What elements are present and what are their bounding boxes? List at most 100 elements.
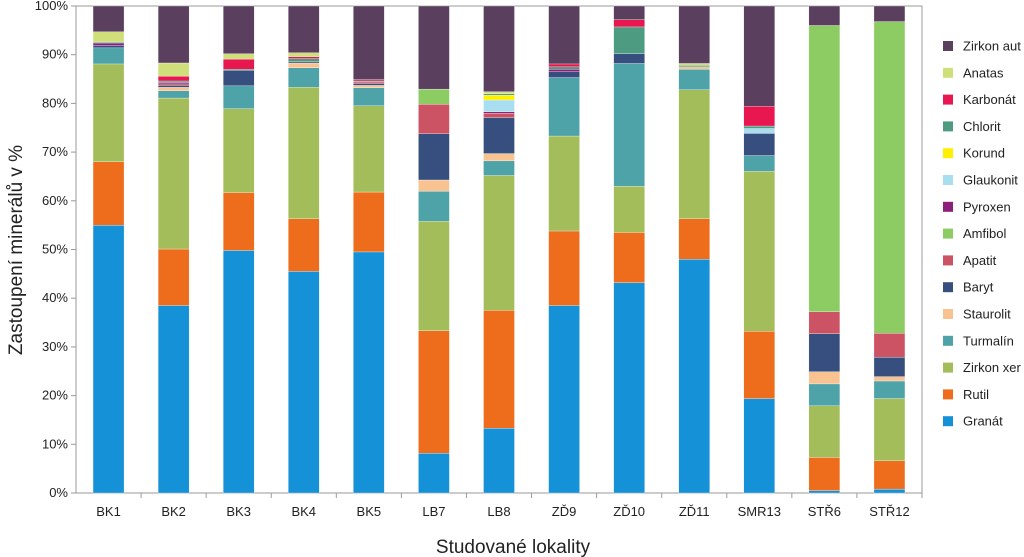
bar-segment [353, 81, 385, 84]
bar-segment [353, 83, 385, 86]
legend-swatch [943, 201, 953, 212]
bar-segment [613, 53, 645, 64]
legend-swatch [943, 335, 953, 346]
bar-segment [873, 398, 906, 462]
bar-segment [613, 5, 645, 20]
bar-segment [483, 153, 515, 162]
legend-label: Amfibol [963, 226, 1006, 241]
legend-label: Zirkon xer [963, 360, 1021, 375]
bar-segment [678, 259, 710, 494]
bar-segment [418, 179, 450, 192]
bar-segment [808, 5, 841, 26]
bar-segment [92, 42, 125, 46]
legend-swatch [943, 389, 953, 400]
x-tick-label: LB7 [422, 504, 445, 519]
bar-segment [223, 5, 255, 54]
bar-segment [353, 191, 385, 253]
bar-segment [92, 161, 125, 226]
bar-segment [157, 87, 190, 91]
x-tick-label: STŘ12 [869, 504, 909, 519]
bar-segment [483, 5, 515, 92]
bar-segment [157, 82, 190, 85]
legend-label: Zirkon aut [963, 39, 1021, 54]
bar-segment [288, 61, 320, 64]
bar-segment [743, 155, 775, 172]
y-tick-label: 90% [42, 47, 68, 62]
x-tick-label: ZĎ9 [552, 504, 577, 519]
y-tick-label: 70% [42, 144, 68, 159]
bar-segment [418, 191, 450, 222]
legend-label: Korund [963, 146, 1005, 161]
bar-segment [743, 398, 775, 494]
bar-segment [223, 85, 255, 109]
bar-segment [223, 58, 255, 70]
bar-segment [157, 305, 190, 494]
legend-label: Rutil [963, 387, 989, 402]
bar-segment [92, 63, 125, 162]
bar-segment [483, 93, 515, 96]
bar-segment [157, 83, 190, 86]
bar-segment [678, 65, 710, 68]
legend-swatch [943, 309, 953, 319]
bar-segment [353, 79, 385, 82]
x-tick-label: BK5 [357, 504, 382, 519]
legend-swatch [943, 67, 953, 78]
bar-segment [483, 117, 515, 154]
bar-segment [548, 77, 580, 137]
bar-segment [157, 90, 190, 99]
bar-segment [353, 105, 385, 193]
bar-segment [483, 94, 515, 101]
bar-segment [678, 89, 710, 219]
legend-label: Baryt [963, 280, 994, 295]
legend-label: Staurolit [963, 307, 1011, 322]
legend-label: Turmalín [963, 333, 1014, 348]
x-tick-label: SMR13 [738, 504, 781, 519]
bar-segment [678, 218, 710, 260]
legend-label: Pyroxen [963, 199, 1011, 214]
bar-segment [418, 330, 450, 454]
bars-group [92, 5, 906, 494]
bar-segment [483, 175, 515, 311]
bar-segment [548, 71, 580, 78]
bar-segment [873, 21, 906, 334]
bar-segment [873, 460, 906, 490]
bar-segment [157, 5, 190, 64]
legend-swatch [943, 255, 953, 266]
y-tick-label: 0% [49, 485, 68, 500]
x-tick-label: ZĎ10 [613, 504, 645, 519]
bar-segment [92, 45, 125, 49]
bar-segment [743, 331, 775, 399]
bar-segment [548, 66, 580, 70]
bar-segment [678, 63, 710, 66]
bar-segment [743, 133, 775, 156]
y-tick-label: 100% [35, 0, 69, 13]
bar-segment [223, 53, 255, 60]
bar-segment [743, 171, 775, 332]
bar-segment [483, 428, 515, 494]
bar-segment [288, 58, 320, 62]
bar-segment [808, 383, 841, 406]
bar-segment [288, 67, 320, 88]
x-axis-title: Studované lokality [436, 537, 591, 557]
y-axis-ticks: 0% 10% 20% 30% 40% 50% 60% 70% 80% 90% 100% [35, 0, 76, 500]
x-tick-label: BK4 [291, 504, 316, 519]
bar-segment [157, 75, 190, 82]
legend-swatch [943, 41, 953, 51]
bar-segment [418, 5, 450, 90]
bar-segment [483, 160, 515, 176]
x-tick-label: BK3 [226, 504, 251, 519]
bar-segment [873, 380, 906, 399]
legend-label: Apatit [963, 253, 997, 268]
bar-segment [483, 112, 515, 118]
y-tick-label: 50% [42, 242, 68, 257]
bar-segment [223, 70, 255, 87]
legend-swatch [943, 228, 953, 239]
legend-swatch [943, 94, 953, 105]
bar-segment [808, 371, 841, 385]
legend-swatch [943, 416, 953, 427]
bar-segment [548, 230, 580, 306]
bar-segment [613, 63, 645, 187]
y-tick-label: 80% [42, 95, 68, 110]
bar-segment [873, 356, 906, 377]
